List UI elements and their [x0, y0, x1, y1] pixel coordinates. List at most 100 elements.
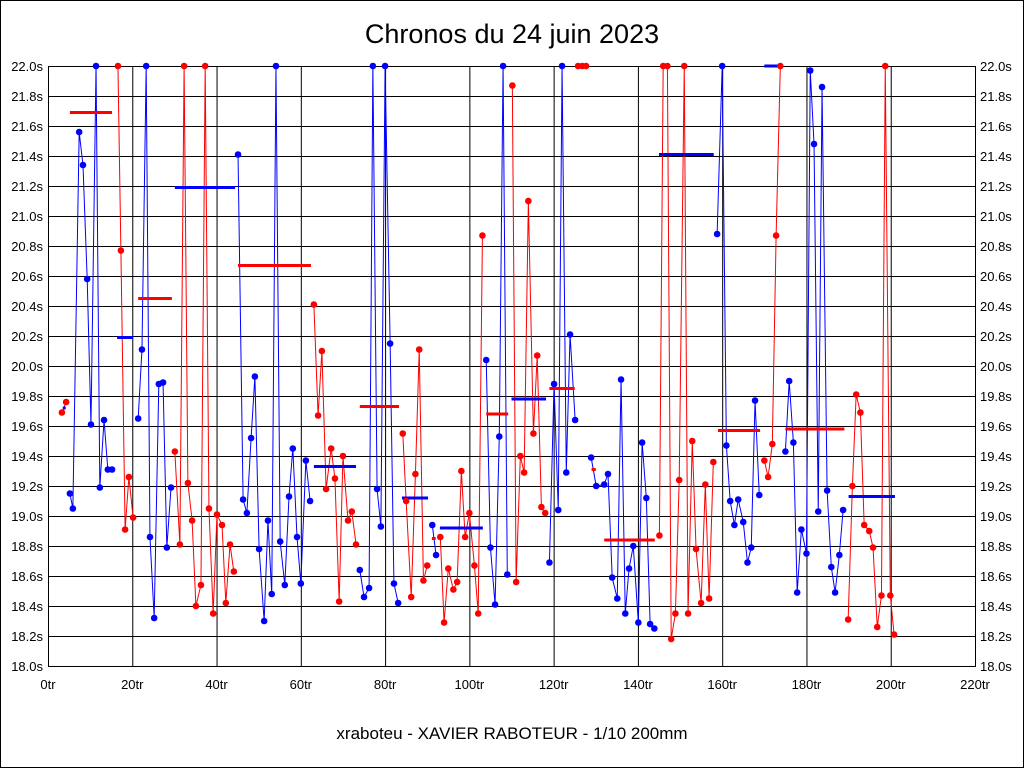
y-tick-label-right: 18.6s	[980, 569, 1012, 584]
data-point-red	[420, 577, 427, 584]
y-tick-label-right: 21.0s	[980, 209, 1012, 224]
series-line-blue	[237, 65, 311, 622]
data-point-red	[402, 497, 410, 505]
data-point-red	[399, 430, 407, 437]
data-point-red	[436, 533, 444, 541]
data-point-blue	[302, 457, 310, 464]
y-tick-label-right: 21.8s	[980, 89, 1012, 104]
data-point-red	[209, 610, 217, 617]
data-point-red	[869, 544, 877, 551]
y-tick-label-right: 19.8s	[980, 389, 1012, 404]
data-point-red	[444, 565, 452, 572]
data-point-red	[672, 610, 679, 617]
data-point-blue	[818, 83, 826, 91]
data-point-red	[474, 610, 482, 617]
data-point-blue	[100, 416, 108, 424]
y-tick-label-left: 19.4s	[11, 449, 43, 464]
data-point-red	[890, 631, 898, 638]
data-point-red	[772, 232, 780, 239]
data-point-red	[761, 457, 768, 464]
data-point-red	[62, 398, 70, 406]
data-point-red	[705, 595, 713, 602]
data-point-blue	[839, 506, 847, 514]
data-point-blue	[251, 373, 259, 380]
data-point-red	[710, 458, 717, 466]
data-point-blue	[625, 565, 633, 572]
y-tick-label-right: 20.6s	[980, 269, 1012, 284]
data-point-blue	[289, 445, 297, 452]
x-tick-label: 20tr	[121, 677, 144, 692]
data-point-blue	[643, 494, 650, 502]
data-point-red	[440, 619, 448, 626]
data-point-blue	[134, 415, 142, 422]
data-point-red	[222, 599, 230, 607]
data-point-red	[230, 568, 238, 575]
data-point-red	[692, 545, 700, 553]
data-point-red	[184, 479, 192, 487]
data-point-blue	[360, 593, 368, 601]
y-tick-label-right: 19.2s	[980, 479, 1012, 494]
y-tick-label-right: 18.2s	[980, 629, 1012, 644]
data-point-red	[180, 62, 188, 70]
data-point-blue	[381, 62, 389, 70]
data-point-blue	[828, 563, 835, 571]
data-point-blue	[260, 617, 268, 625]
data-point-red	[466, 509, 473, 517]
data-point-red	[322, 485, 330, 493]
data-point-blue	[428, 521, 436, 529]
series-line-blue	[716, 65, 760, 563]
data-point-blue	[146, 533, 154, 541]
data-point-red	[509, 82, 516, 89]
x-tick-label: 180tr	[792, 677, 822, 692]
plot-border	[48, 66, 976, 667]
data-point-blue	[499, 62, 507, 70]
data-point-red	[331, 475, 339, 482]
data-point-blue	[255, 545, 263, 553]
x-tick-label: 60tr	[290, 677, 313, 692]
x-tick-label: 200tr	[876, 677, 906, 692]
data-point-blue	[285, 493, 293, 500]
x-tick-label: 0tr	[40, 677, 56, 692]
data-point-blue	[629, 542, 637, 550]
data-point-blue	[798, 526, 805, 533]
data-point-blue	[377, 523, 385, 530]
y-tick-label-left: 18.6s	[11, 569, 43, 584]
y-tick-label-left: 19.6s	[11, 419, 43, 434]
data-point-blue	[613, 595, 621, 602]
data-point-red	[520, 469, 528, 476]
data-point-blue	[272, 62, 280, 70]
data-point-blue	[558, 62, 566, 70]
data-point-red	[423, 562, 431, 569]
data-point-red	[415, 346, 423, 353]
data-point-blue	[803, 550, 810, 557]
data-point-blue	[747, 544, 755, 551]
series-line-blue	[137, 65, 172, 619]
data-point-blue	[734, 496, 742, 503]
data-point-blue	[617, 376, 625, 383]
data-point-blue	[373, 485, 381, 493]
data-point-blue	[554, 506, 562, 514]
data-point-blue	[793, 589, 801, 596]
y-tick-label-left: 20.6s	[11, 269, 43, 284]
data-point-blue	[356, 566, 364, 574]
data-point-red	[479, 232, 486, 239]
data-point-red	[226, 541, 234, 548]
data-point-blue	[744, 559, 751, 566]
data-point-red	[849, 482, 856, 490]
data-point-blue	[621, 610, 629, 617]
data-point-blue	[276, 538, 284, 545]
data-point-blue	[243, 509, 251, 517]
data-point-red	[857, 409, 864, 416]
y-tick-label-left: 18.0s	[11, 659, 43, 674]
x-tick-label: 120tr	[539, 677, 569, 692]
data-point-blue	[836, 551, 843, 559]
y-tick-label-right: 20.8s	[980, 239, 1012, 254]
data-point-red	[777, 62, 784, 70]
data-point-red	[471, 562, 478, 569]
data-point-blue	[268, 590, 276, 598]
y-tick-label-left: 18.2s	[11, 629, 43, 644]
data-point-red	[852, 391, 860, 398]
data-point-blue	[390, 580, 398, 587]
data-point-blue	[482, 356, 490, 364]
